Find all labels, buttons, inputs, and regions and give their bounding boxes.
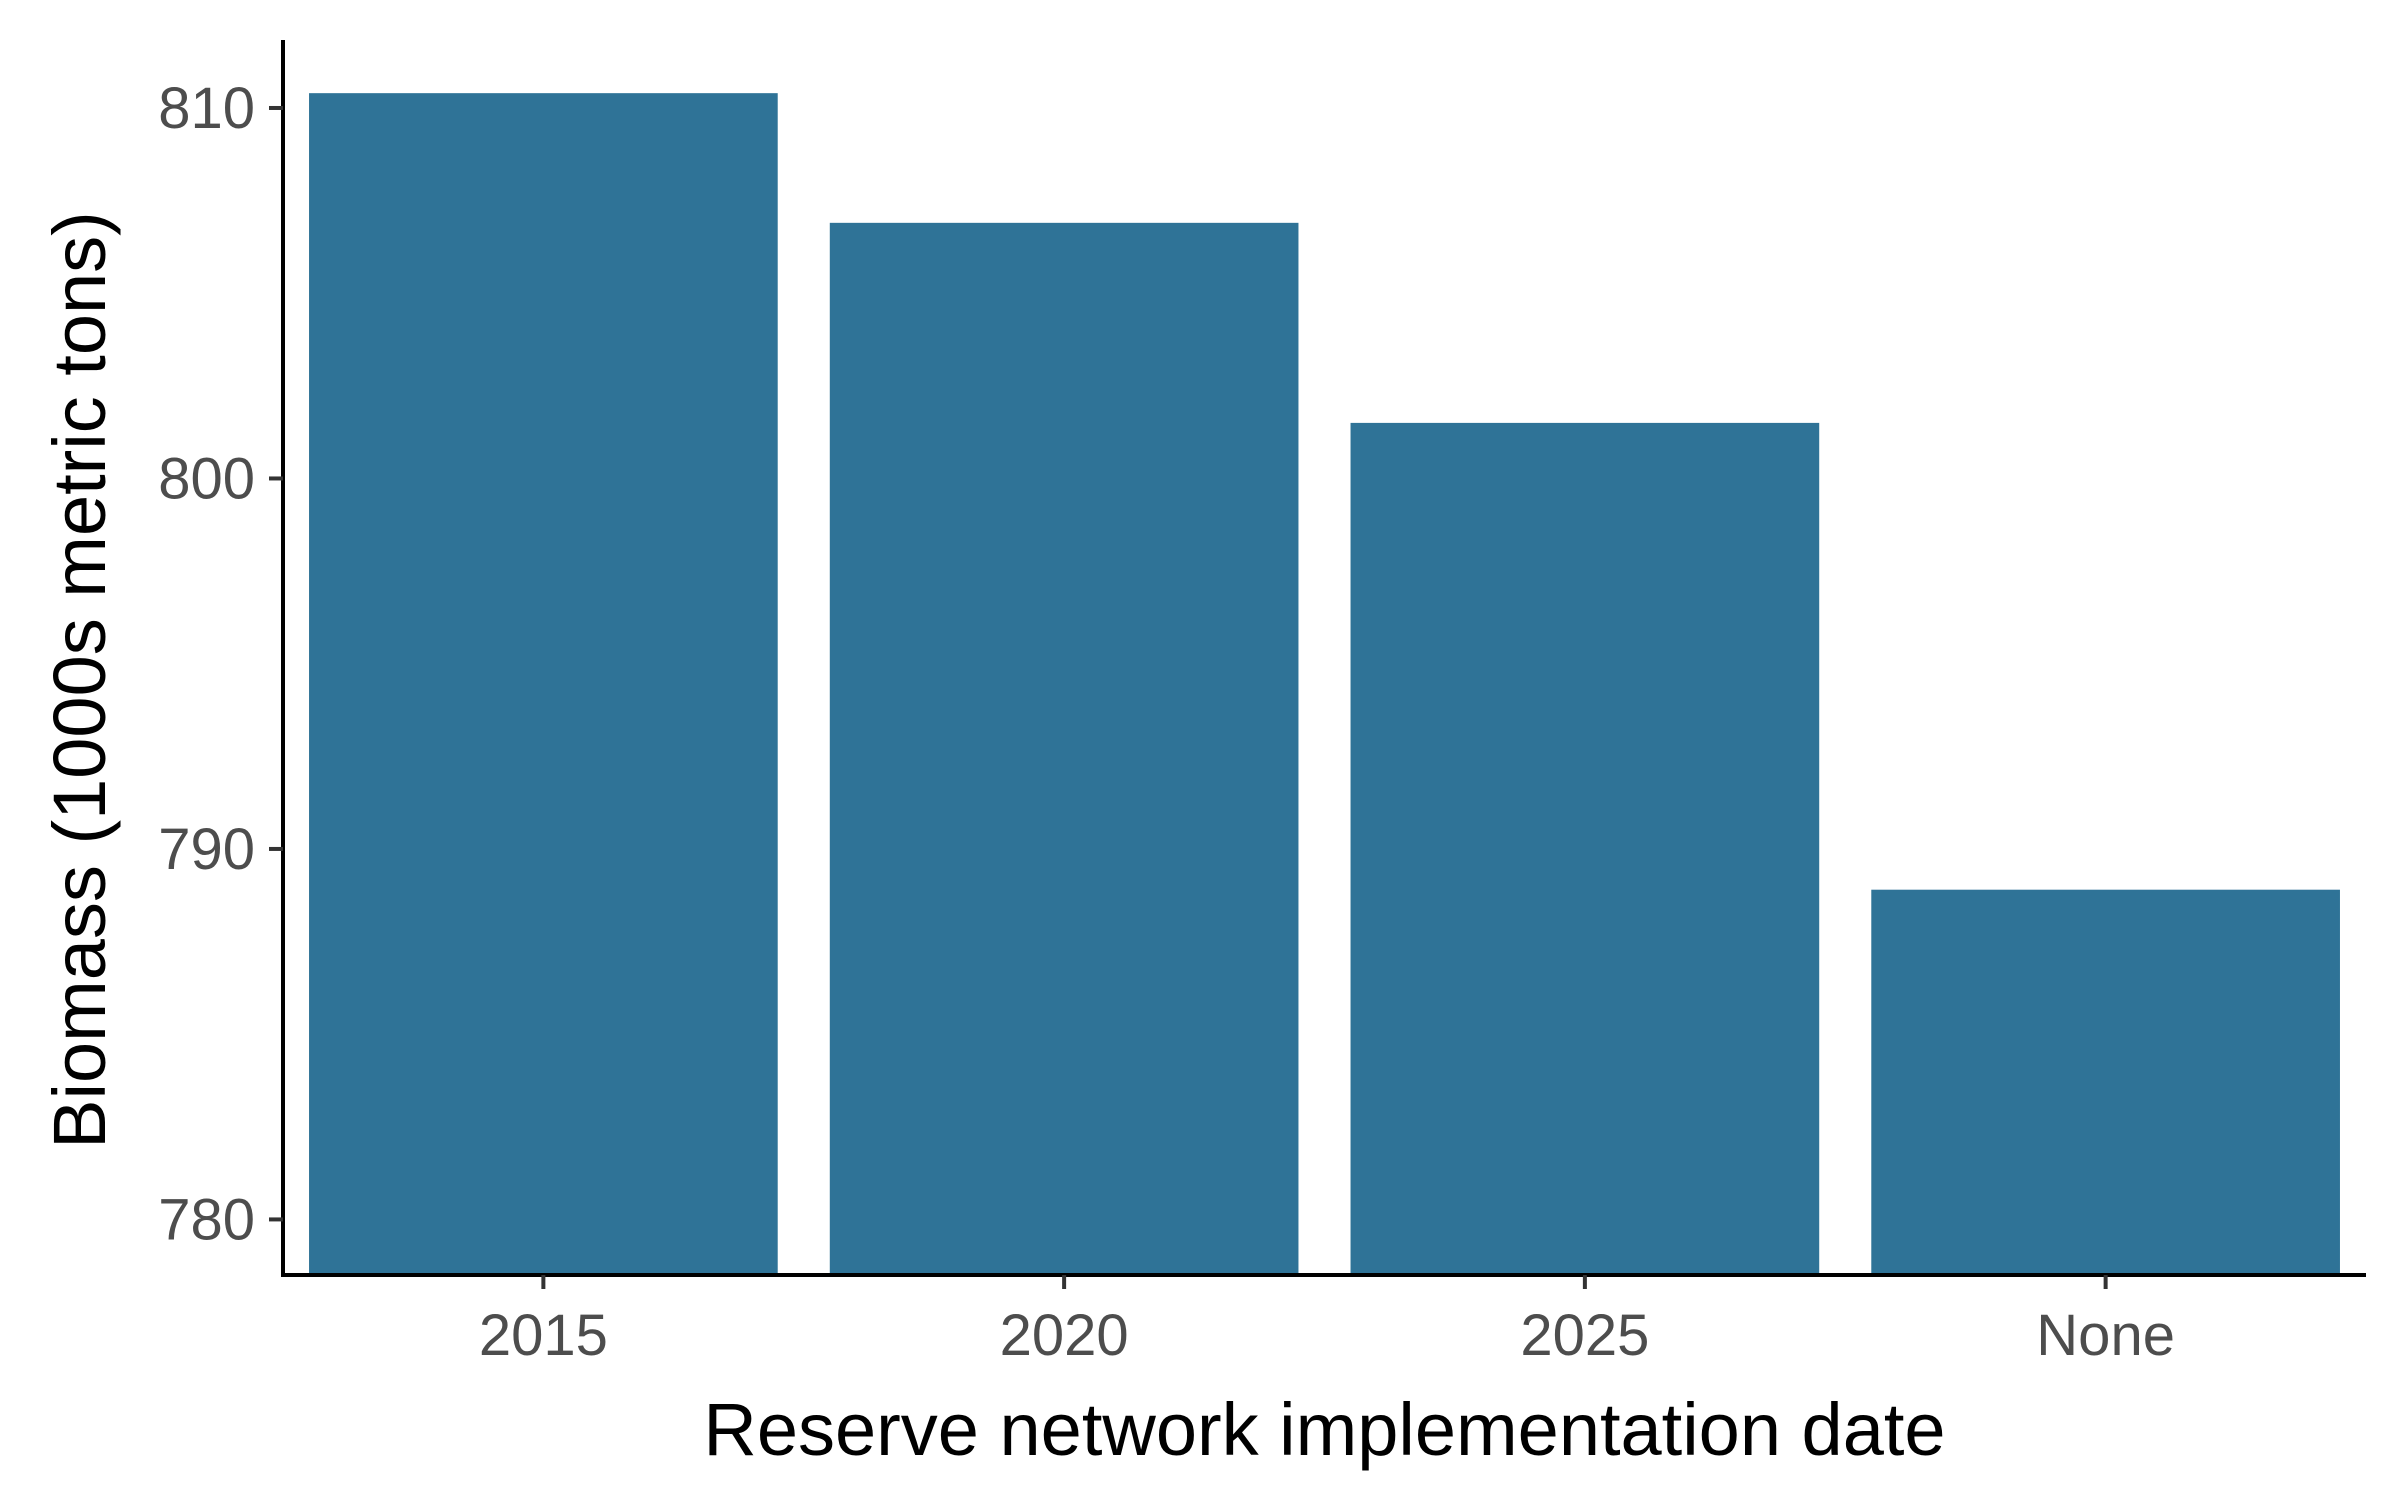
x-axis-title: Reserve network implementation date — [703, 1388, 1945, 1471]
y-tick-label: 810 — [158, 76, 255, 141]
x-axis: 2015 2020 2025 None — [281, 1273, 2366, 1368]
y-tick-label: 780 — [158, 1187, 255, 1252]
x-tick-label: 2015 — [479, 1303, 608, 1368]
y-tick-label: 800 — [158, 446, 255, 511]
y-axis: 780 790 800 810 — [158, 40, 285, 1277]
bar-none — [1871, 889, 2340, 1275]
x-tick-label: 2020 — [1000, 1303, 1129, 1368]
bars-group — [309, 93, 2340, 1276]
x-tick-label: 2025 — [1520, 1303, 1649, 1368]
bar-2025 — [1350, 422, 1820, 1275]
y-tick-label: 790 — [158, 817, 255, 882]
y-axis-title: Biomass (1000s metric tons) — [38, 211, 121, 1149]
bar-2020 — [829, 222, 1299, 1276]
bar-2015 — [309, 93, 778, 1276]
x-tick-label: None — [2036, 1303, 2175, 1368]
